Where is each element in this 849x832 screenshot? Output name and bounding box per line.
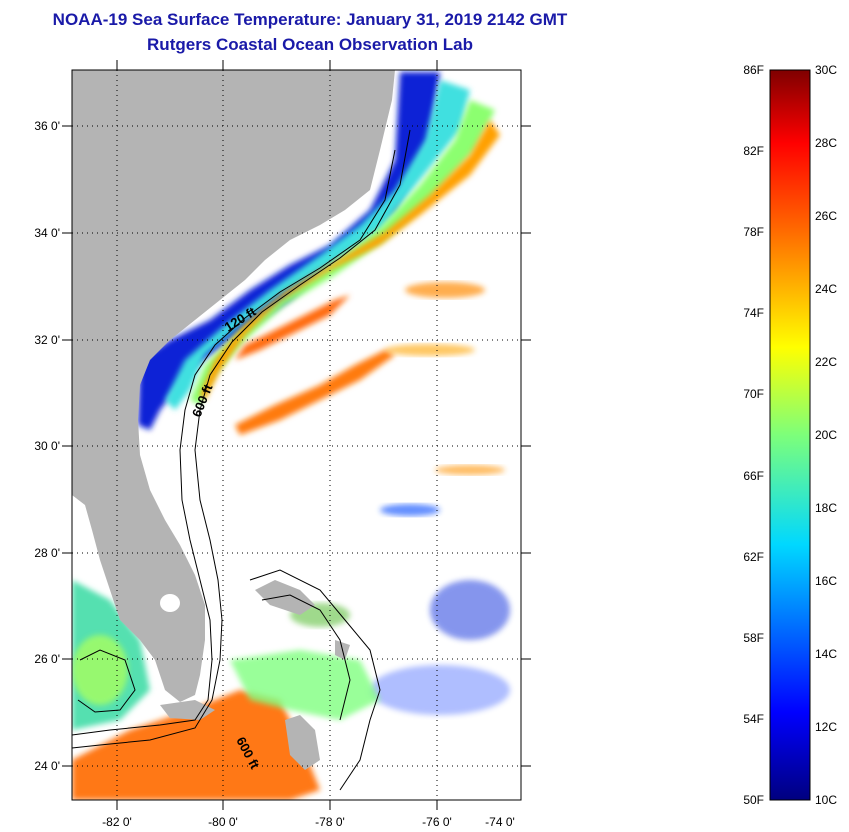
c-label: 16C (815, 574, 837, 588)
lat-label: 26 0' (34, 652, 60, 666)
colorbar-gradient (769, 69, 811, 801)
data-patch (380, 504, 440, 516)
axis-ticks (62, 60, 531, 810)
lon-label: -80 0' (208, 815, 238, 829)
temperature-colorbar: 86F 82F 78F 74F 70F 66F 62F 58F 54F 50F … (743, 63, 837, 807)
c-label: 22C (815, 355, 837, 369)
data-patch (385, 344, 475, 356)
map-title: NOAA-19 Sea Surface Temperature: January… (52, 10, 568, 29)
lat-label: 24 0' (34, 759, 60, 773)
f-label: 86F (743, 63, 764, 77)
lat-label: 30 0' (34, 439, 60, 453)
f-label: 78F (743, 225, 764, 239)
lat-lon-grid (72, 70, 521, 800)
lake-okeechobee (160, 594, 180, 612)
landmass (72, 70, 395, 770)
c-label: 28C (815, 136, 837, 150)
f-label: 58F (743, 631, 764, 645)
warm-streak-1 (235, 295, 350, 360)
warm-streak-2 (235, 350, 395, 435)
c-label: 18C (815, 501, 837, 515)
f-label: 50F (743, 793, 764, 807)
longitude-labels: -82 0' -80 0' -78 0' -76 0' -74 0' (102, 815, 515, 829)
green-band (190, 100, 495, 405)
lat-label: 32 0' (34, 333, 60, 347)
lon-label: -82 0' (102, 815, 132, 829)
gulfstream-warm (200, 120, 500, 400)
f-label: 62F (743, 550, 764, 564)
c-label: 14C (815, 647, 837, 661)
f-label: 66F (743, 469, 764, 483)
sst-field (72, 72, 510, 800)
cyan-band (165, 80, 470, 410)
map-subtitle: Rutgers Coastal Ocean Observation Lab (147, 35, 473, 54)
c-label: 12C (815, 720, 837, 734)
f-label: 74F (743, 306, 764, 320)
keys-land (160, 700, 215, 720)
latitude-labels: 36 0' 34 0' 32 0' 30 0' 28 0' 26 0' 24 0… (34, 119, 60, 773)
data-patch (435, 465, 505, 475)
contour-gulf (77, 649, 136, 713)
gulf-green (72, 635, 128, 705)
c-label: 30C (815, 63, 837, 77)
abaco-island (255, 580, 315, 615)
c-label: 20C (815, 428, 837, 442)
andros-island (285, 715, 320, 770)
f-label: 54F (743, 712, 764, 726)
contour-600ft (72, 129, 411, 749)
colorbar-f-labels: 86F 82F 78F 74F 70F 66F 62F 58F 54F 50F (743, 63, 764, 807)
lon-label: -76 0' (422, 815, 452, 829)
depth-contours (72, 129, 411, 791)
c-label: 10C (815, 793, 837, 807)
map-area (72, 70, 521, 800)
lat-label: 28 0' (34, 546, 60, 560)
c-label: 24C (815, 282, 837, 296)
contour-120ft (72, 149, 396, 736)
data-patch (370, 665, 510, 715)
bahamas-greens (230, 650, 380, 720)
lon-label: -74 0' (485, 815, 515, 829)
c-label: 26C (815, 209, 837, 223)
contour-bahamas (249, 569, 381, 791)
data-patch (430, 580, 510, 640)
f-label: 82F (743, 144, 764, 158)
lat-label: 34 0' (34, 226, 60, 240)
us-southeast-land (72, 70, 395, 702)
lat-label: 36 0' (34, 119, 60, 133)
map-frame (71, 69, 522, 801)
colorbar-c-labels: 30C 28C 26C 24C 22C 20C 18C 16C 14C 12C … (815, 63, 837, 807)
lon-label: -78 0' (315, 815, 345, 829)
f-label: 70F (743, 387, 764, 401)
south-warm-region (72, 690, 320, 800)
data-patch (405, 282, 485, 298)
